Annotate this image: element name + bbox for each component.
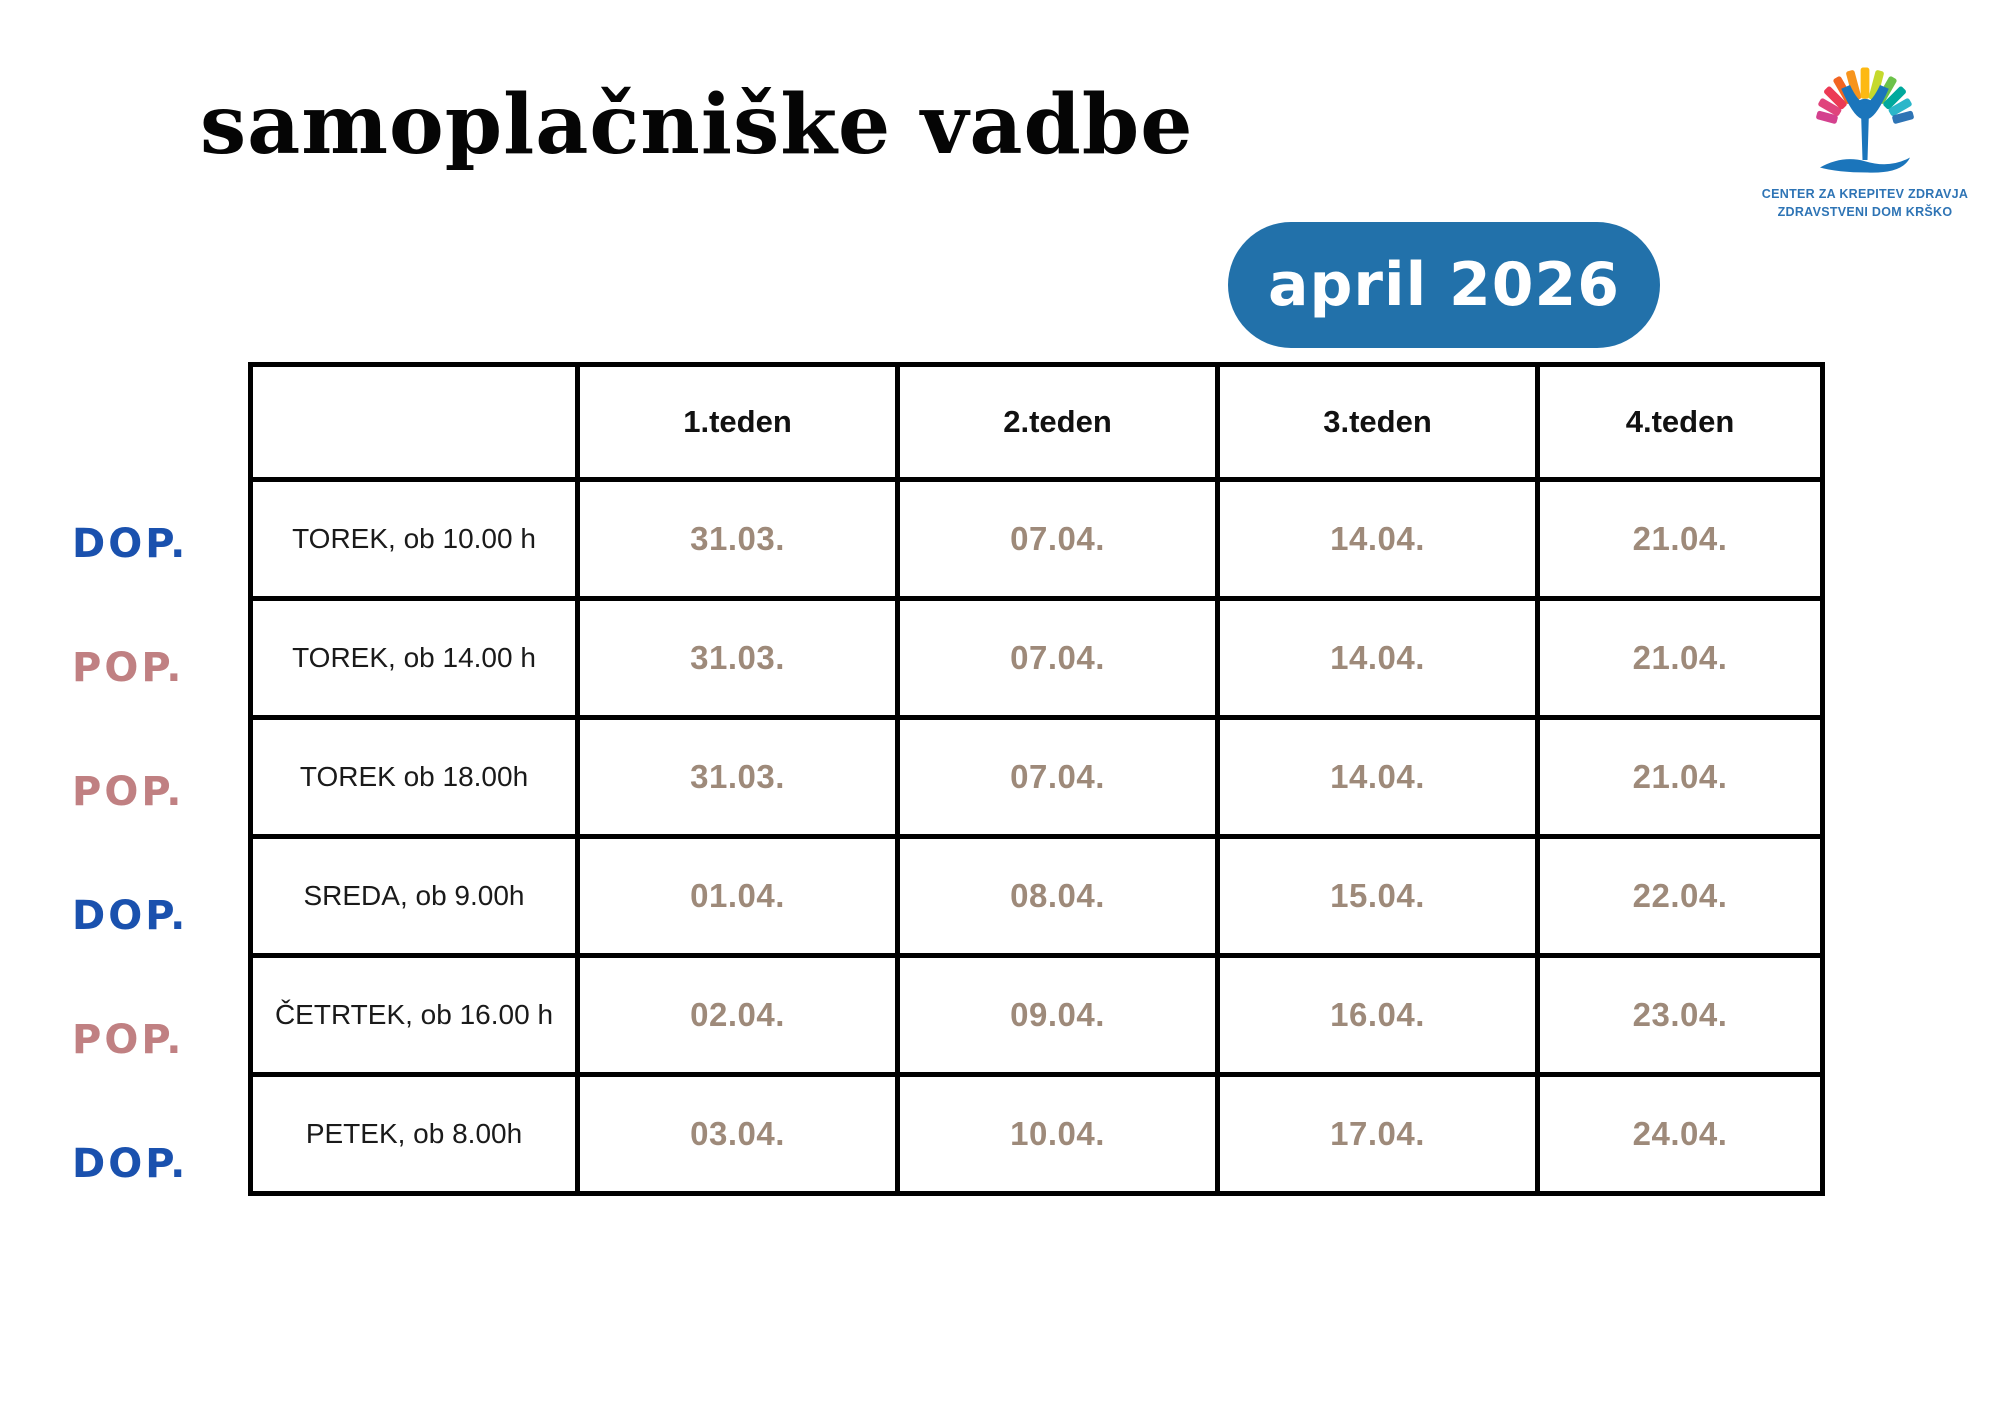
date-cell: 14.04.: [1215, 715, 1540, 839]
table-row: TOREK, ob 10.00 h 31.03. 07.04. 14.04. 2…: [248, 477, 1825, 601]
date-cell: 14.04.: [1215, 477, 1540, 601]
date-cell: 15.04.: [1215, 834, 1540, 958]
day-label: TOREK, ob 10.00 h: [248, 477, 580, 601]
date-cell: 31.03.: [575, 596, 900, 720]
day-label: TOREK, ob 14.00 h: [248, 596, 580, 720]
date-cell: 21.04.: [1535, 715, 1825, 839]
date-cell: 10.04.: [895, 1072, 1220, 1196]
date-cell: 07.04.: [895, 596, 1220, 720]
sunburst-person-icon: [1816, 67, 1914, 173]
table-row: SREDA, ob 9.00h 01.04. 08.04. 15.04. 22.…: [248, 834, 1825, 958]
table-row: TOREK ob 18.00h 31.03. 07.04. 14.04. 21.…: [248, 715, 1825, 839]
date-cell: 31.03.: [575, 715, 900, 839]
day-label: TOREK ob 18.00h: [248, 715, 580, 839]
date-cell: 03.04.: [575, 1072, 900, 1196]
period-label-pop-1: POP.: [72, 645, 185, 691]
period-label-dop-2: DOP.: [72, 893, 189, 939]
day-label: ČETRTEK, ob 16.00 h: [248, 953, 580, 1077]
date-cell: 08.04.: [895, 834, 1220, 958]
week-header-4: 4.teden: [1535, 362, 1825, 482]
health-center-logo: CENTER ZA KREPITEV ZDRAVJA ZDRAVSTVENI D…: [1750, 50, 1980, 220]
date-cell: 24.04.: [1535, 1072, 1825, 1196]
corner-cell: [248, 362, 580, 482]
month-badge: april 2026: [1228, 222, 1660, 348]
date-cell: 16.04.: [1215, 953, 1540, 1077]
period-label-dop-3: DOP.: [72, 1141, 189, 1187]
page-title: samoplačniške vadbe: [200, 77, 1194, 173]
table-row: ČETRTEK, ob 16.00 h 02.04. 09.04. 16.04.…: [248, 953, 1825, 1077]
month-badge-label: april 2026: [1267, 250, 1621, 320]
table-header-row: 1.teden 2.teden 3.teden 4.teden: [248, 362, 1825, 482]
period-label-dop-1: DOP.: [72, 521, 189, 567]
date-cell: 21.04.: [1535, 596, 1825, 720]
date-cell: 01.04.: [575, 834, 900, 958]
period-label-pop-2: POP.: [72, 769, 185, 815]
table-row: TOREK, ob 14.00 h 31.03. 07.04. 14.04. 2…: [248, 596, 1825, 720]
table-row: PETEK, ob 8.00h 03.04. 10.04. 17.04. 24.…: [248, 1072, 1825, 1196]
date-cell: 07.04.: [895, 715, 1220, 839]
logo-text-line2: ZDRAVSTVENI DOM KRŠKO: [1777, 204, 1953, 219]
week-header-2: 2.teden: [895, 362, 1220, 482]
week-header-1: 1.teden: [575, 362, 900, 482]
date-cell: 14.04.: [1215, 596, 1540, 720]
date-cell: 07.04.: [895, 477, 1220, 601]
period-label-pop-3: POP.: [72, 1017, 185, 1063]
date-cell: 17.04.: [1215, 1072, 1540, 1196]
schedule-table: 1.teden 2.teden 3.teden 4.teden TOREK, o…: [248, 362, 1825, 1196]
date-cell: 09.04.: [895, 953, 1220, 1077]
date-cell: 22.04.: [1535, 834, 1825, 958]
date-cell: 31.03.: [575, 477, 900, 601]
date-cell: 02.04.: [575, 953, 900, 1077]
day-label: SREDA, ob 9.00h: [248, 834, 580, 958]
logo-text-line1: CENTER ZA KREPITEV ZDRAVJA: [1761, 187, 1969, 201]
week-header-3: 3.teden: [1215, 362, 1540, 482]
day-label: PETEK, ob 8.00h: [248, 1072, 580, 1196]
date-cell: 23.04.: [1535, 953, 1825, 1077]
date-cell: 21.04.: [1535, 477, 1825, 601]
